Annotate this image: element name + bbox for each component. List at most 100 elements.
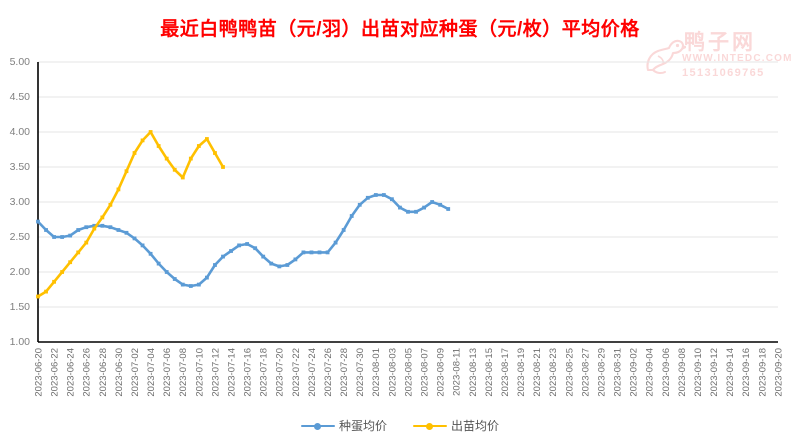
series-marker-0[interactable] xyxy=(76,228,81,232)
series-marker-1[interactable] xyxy=(108,202,113,207)
series-marker-0[interactable] xyxy=(406,209,410,214)
series-marker-0[interactable] xyxy=(132,236,137,241)
series-marker-0[interactable] xyxy=(164,270,169,274)
series-marker-0[interactable] xyxy=(205,275,209,280)
series-marker-0[interactable] xyxy=(156,261,161,266)
legend-swatch-zhongdan xyxy=(300,420,335,432)
series-marker-1[interactable] xyxy=(172,167,177,172)
series-marker-1[interactable] xyxy=(92,226,97,231)
series-marker-1[interactable] xyxy=(213,151,217,155)
series-marker-1[interactable] xyxy=(132,151,137,155)
series-marker-1[interactable] xyxy=(148,130,153,134)
series-marker-1[interactable] xyxy=(156,144,161,148)
series-marker-0[interactable] xyxy=(68,233,73,238)
series-marker-0[interactable] xyxy=(44,228,48,232)
series-marker-0[interactable] xyxy=(365,195,370,200)
series-marker-0[interactable] xyxy=(349,214,354,218)
legend-label-zhongdan: 种蛋均价 xyxy=(338,419,387,433)
series-marker-1[interactable] xyxy=(76,250,81,255)
y-tick-label: 1.50 xyxy=(10,301,31,313)
x-tick-label: 2023-08-01 xyxy=(371,348,382,397)
series-marker-0[interactable] xyxy=(422,205,426,210)
x-tick-label: 2023-09-18 xyxy=(757,348,768,397)
series-marker-0[interactable] xyxy=(309,250,314,255)
series-marker-0[interactable] xyxy=(341,228,346,232)
series-marker-0[interactable] xyxy=(229,249,233,253)
series-marker-1[interactable] xyxy=(164,156,169,161)
x-tick-label: 2023-08-29 xyxy=(596,348,607,397)
series-marker-1[interactable] xyxy=(124,169,129,174)
series-marker-1[interactable] xyxy=(188,156,193,161)
series-marker-0[interactable] xyxy=(245,242,250,246)
series-marker-0[interactable] xyxy=(357,202,362,207)
series-marker-0[interactable] xyxy=(52,235,56,239)
x-tick-label: 2023-07-02 xyxy=(130,348,141,397)
series-marker-0[interactable] xyxy=(237,243,241,248)
x-tick-label: 2023-06-26 xyxy=(82,348,93,397)
x-axis-labels: 2023-06-20 2023-06-22 2023-06-24 2023-06-26… xyxy=(33,348,784,397)
series-marker-0[interactable] xyxy=(124,230,129,235)
series-marker-0[interactable] xyxy=(293,257,298,262)
series-marker-0[interactable] xyxy=(446,207,451,211)
series-marker-1[interactable] xyxy=(180,175,185,180)
series-marker-0[interactable] xyxy=(188,284,193,288)
series-marker-0[interactable] xyxy=(92,223,97,228)
series-marker-0[interactable] xyxy=(390,197,394,202)
x-tick-label: 2023-08-19 xyxy=(516,348,527,397)
series-marker-0[interactable] xyxy=(84,225,89,230)
series-marker-1[interactable] xyxy=(100,215,105,220)
series-marker-0[interactable] xyxy=(172,277,177,281)
series-layer xyxy=(36,130,451,299)
series-marker-0[interactable] xyxy=(301,250,306,255)
series-line-0[interactable] xyxy=(36,193,450,288)
series-marker-0[interactable] xyxy=(325,250,330,255)
series-marker-0[interactable] xyxy=(438,202,443,207)
series-marker-0[interactable] xyxy=(373,193,378,197)
series-marker-0[interactable] xyxy=(116,228,121,232)
x-tick-label: 2023-07-30 xyxy=(355,348,366,397)
series-marker-0[interactable] xyxy=(381,193,386,197)
series-marker-1[interactable] xyxy=(116,187,121,192)
series-marker-0[interactable] xyxy=(60,235,65,239)
y-axis-labels: 1.00 1.50 2.00 2.50 3.00 3.50 4.00 4.50 5.00 xyxy=(10,56,31,348)
series-marker-0[interactable] xyxy=(196,282,201,287)
legend-item-zhongdan[interactable]: 种蛋均价 xyxy=(300,417,387,434)
series-marker-0[interactable] xyxy=(398,205,402,210)
series-marker-1[interactable] xyxy=(196,144,201,148)
series-marker-1[interactable] xyxy=(52,279,56,284)
series-marker-1[interactable] xyxy=(221,165,225,169)
series-marker-0[interactable] xyxy=(317,250,322,255)
chart-title: 最近白鸭鸭苗（元/羽）出苗对应种蛋（元/枚）平均价格 xyxy=(160,19,640,40)
series-marker-0[interactable] xyxy=(269,261,274,266)
series-marker-0[interactable] xyxy=(277,264,282,269)
series-marker-1[interactable] xyxy=(205,137,209,141)
legend-item-chumiao[interactable]: 出苗均价 xyxy=(413,417,499,434)
series-marker-0[interactable] xyxy=(285,263,290,267)
series-marker-0[interactable] xyxy=(108,225,113,230)
series-marker-0[interactable] xyxy=(180,282,185,287)
series-marker-0[interactable] xyxy=(148,251,153,256)
series-marker-1[interactable] xyxy=(60,270,65,274)
series-marker-0[interactable] xyxy=(414,209,418,214)
series-marker-0[interactable] xyxy=(261,254,266,259)
series-marker-0[interactable] xyxy=(140,243,145,248)
series-marker-0[interactable] xyxy=(430,200,435,204)
series-marker-1[interactable] xyxy=(44,289,48,294)
series-marker-0[interactable] xyxy=(100,223,105,228)
series-marker-0[interactable] xyxy=(253,246,258,251)
x-tick-label: 2023-08-09 xyxy=(436,348,447,397)
series-marker-1[interactable] xyxy=(140,138,145,143)
x-tick-label: 2023-09-06 xyxy=(661,348,672,397)
series-marker-0[interactable] xyxy=(221,254,225,259)
series-marker-0[interactable] xyxy=(36,219,40,224)
series-marker-0[interactable] xyxy=(333,240,338,245)
series-marker-1[interactable] xyxy=(84,240,89,245)
x-tick-label: 2023-07-10 xyxy=(194,348,205,397)
series-marker-0[interactable] xyxy=(213,263,217,267)
x-tick-label: 2023-07-20 xyxy=(275,348,286,397)
x-tick-label: 2023-09-14 xyxy=(725,348,736,397)
x-tick-label: 2023-07-24 xyxy=(307,348,318,397)
x-tick-label: 2023-07-14 xyxy=(226,348,237,397)
series-marker-1[interactable] xyxy=(68,260,73,265)
series-marker-1[interactable] xyxy=(36,294,40,299)
